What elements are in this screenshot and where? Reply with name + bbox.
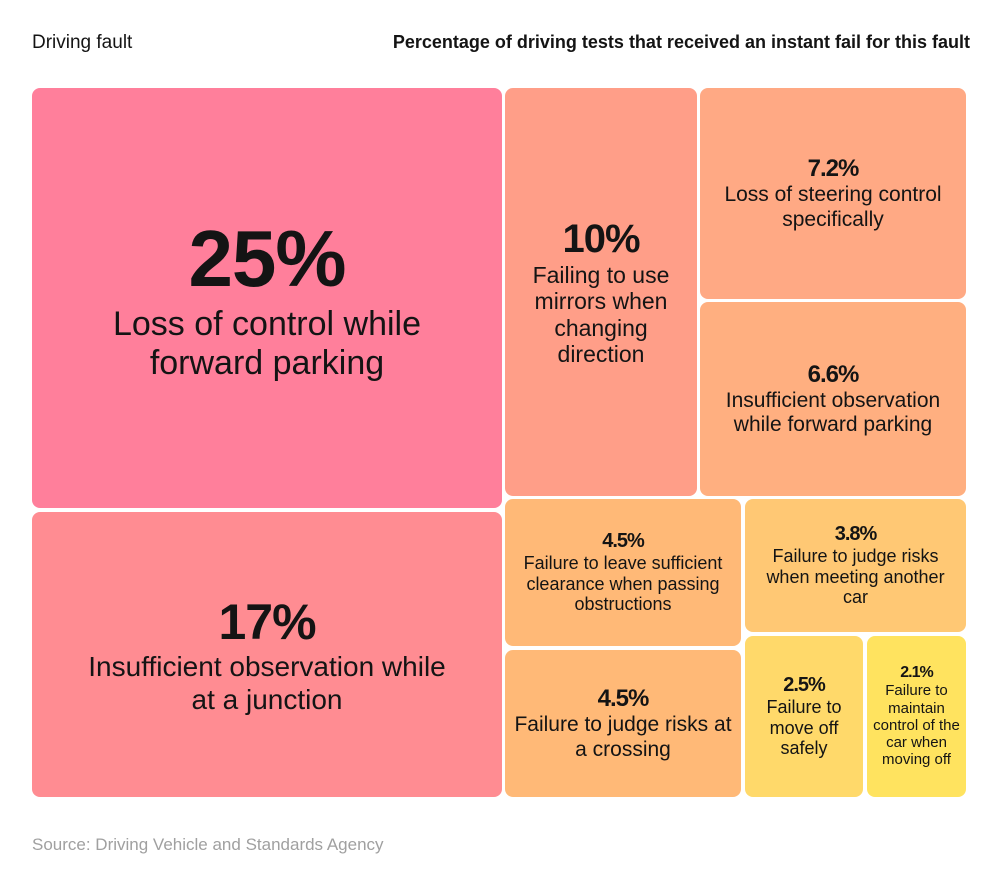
treemap-tile: 6.6% Insufficient observation while forwa…	[700, 302, 966, 496]
tile-value: 3.8%	[834, 522, 878, 545]
percentage-header: Percentage of driving tests that receive…	[392, 32, 970, 52]
tile-label: Failure to move off safely	[766, 696, 842, 759]
treemap-tile: 4.5% Failure to leave sufficient clearanc…	[505, 499, 741, 646]
treemap-tile: 10% Failing to use mirrors when changing …	[505, 88, 697, 496]
tile-label: Failure to judge risks when meeting anot…	[766, 545, 945, 608]
treemap-tile: 7.2% Loss of steering control specificall…	[700, 88, 966, 299]
tile-label: Failing to use mirrors when changing dir…	[532, 261, 670, 367]
tile-value: 2.5%	[783, 673, 826, 696]
treemap-tile: 4.5% Failure to judge risks at a crossing	[505, 650, 741, 797]
tile-value: 17%	[218, 594, 316, 651]
driving-fault-header: Driving fault	[32, 32, 133, 53]
tile-value: 10%	[562, 216, 640, 261]
tile-value: 6.6%	[807, 360, 860, 388]
treemap-tile: 2.5% Failure to move off safely	[745, 636, 863, 797]
tile-label: Insufficient observation while forward p…	[725, 388, 941, 436]
treemap-tile: 2.1% Failure to maintain control of the c…	[867, 636, 966, 797]
source-note: Source: Driving Vehicle and Standards Ag…	[32, 835, 384, 854]
tile-label: Loss of control while forward parking	[112, 304, 422, 382]
tile-value: 4.5%	[597, 685, 650, 713]
tile-value: 2.1%	[900, 664, 933, 682]
tile-label: Failure to judge risks at a crossing	[514, 713, 732, 761]
tile-value: 25%	[188, 213, 346, 303]
tile-value: 4.5%	[602, 529, 645, 552]
tile-label: Loss of steering control specifically	[724, 183, 942, 231]
tile-value: 7.2%	[807, 155, 860, 183]
treemap-tile: 3.8% Failure to judge risks when meeting …	[745, 499, 966, 632]
treemap-tile: 17% Insufficient observation while at a j…	[32, 512, 502, 797]
treemap-tile: 25% Loss of control while forward parking	[32, 88, 502, 508]
tile-label: Failure to leave sufficient clearance wh…	[523, 552, 723, 615]
tile-label: Insufficient observation while at a junc…	[88, 651, 446, 715]
tile-label: Failure to maintain control of the car w…	[873, 682, 960, 769]
